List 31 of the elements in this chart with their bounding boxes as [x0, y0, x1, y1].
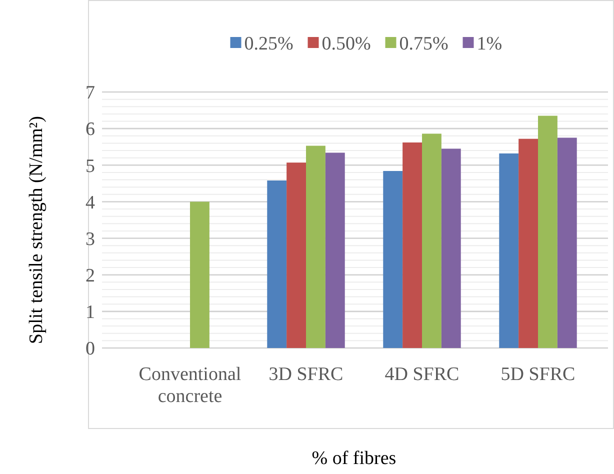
bar — [422, 134, 442, 348]
bar — [441, 148, 461, 348]
x-tick-label: 4D SFRC — [384, 364, 460, 385]
bar — [383, 170, 403, 348]
bar — [286, 162, 306, 348]
y-tick-label: 7 — [86, 82, 95, 104]
x-tick-label: 3D SFRC — [268, 364, 344, 385]
legend-label: 0.25% — [244, 34, 294, 55]
bar — [557, 138, 577, 348]
x-axis-title: % of fibres — [312, 448, 396, 469]
y-axis-title: Split tensile strength (N/mm²) — [26, 116, 47, 344]
bar — [267, 180, 287, 348]
bar — [518, 138, 538, 348]
bar — [190, 202, 210, 348]
bar — [538, 116, 558, 348]
x-tick-label: 5D SFRC — [500, 364, 576, 385]
y-tick-label: 0 — [86, 338, 95, 360]
y-tick-label: 5 — [86, 156, 95, 177]
y-tick-label: 2 — [86, 266, 95, 287]
legend-label: 1% — [476, 34, 502, 55]
bar — [402, 142, 422, 348]
bar — [306, 146, 326, 348]
bar — [499, 153, 519, 348]
legend-label: 0.50% — [322, 34, 371, 55]
bar — [325, 152, 345, 348]
y-tick-label: 1 — [86, 302, 95, 324]
y-tick-label: 4 — [86, 192, 96, 214]
legend-label: 0.75% — [399, 34, 448, 55]
y-tick-label: 3 — [86, 228, 95, 250]
x-tick-label: Conventional concrete — [138, 364, 242, 407]
y-tick-label: 6 — [86, 119, 95, 140]
